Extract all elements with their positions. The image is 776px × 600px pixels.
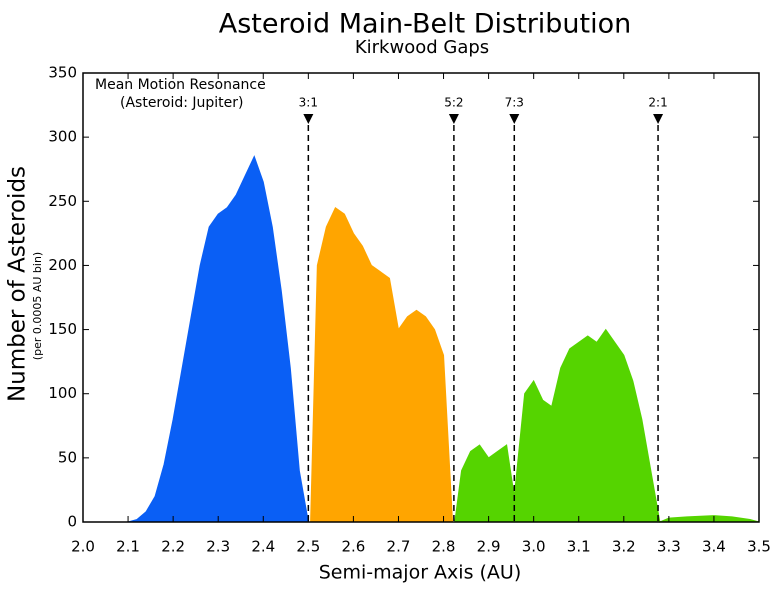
x-tick-label: 3.5 [747,538,771,556]
y-tick-label: 0 [67,513,77,531]
x-tick-label: 3.4 [702,538,726,556]
y-tick-label: 200 [48,256,77,274]
x-axis-label: Semi-major Axis (AU) [319,562,522,584]
y-axis-sublabel: (per 0.0005 AU bin) [31,252,44,360]
resonance-marker [653,114,664,124]
x-tick-label: 2.7 [387,538,411,556]
resonance-label: 7:3 [505,96,524,110]
x-tick-label: 3.0 [522,538,546,556]
chart-subtitle: Kirkwood Gaps [355,37,489,58]
area [454,328,760,523]
x-tick-label: 2.0 [71,538,95,556]
chart-title: Asteroid Main-Belt Distribution [219,9,632,40]
x-tick-label: 3.1 [567,538,591,556]
x-tick-label: 2.5 [296,538,320,556]
y-tick-label: 300 [48,128,77,146]
area [310,206,454,523]
annotation: (Asteroid: Jupiter) [120,95,244,111]
x-tick-label: 2.3 [206,538,230,556]
resonance-label: 5:2 [444,96,463,110]
annotation: Mean Motion Resonance [95,77,266,93]
resonance-marker [448,114,459,124]
x-tick-label: 3.3 [657,538,681,556]
x-tick-label: 2.8 [432,538,456,556]
x-tick-label: 3.2 [612,538,636,556]
resonance-label: 3:1 [299,96,318,110]
x-tick-label: 2.1 [116,538,140,556]
y-tick-label: 100 [48,384,77,402]
y-tick-label: 150 [48,320,77,338]
resonance-marker [509,114,520,124]
x-tick-label: 2.9 [477,538,501,556]
plot-frame [82,72,760,523]
x-tick-label: 2.6 [341,538,365,556]
x-tick-label: 2.4 [251,538,275,556]
y-tick-label: 350 [48,64,77,82]
resonance-label: 2:1 [648,96,667,110]
y-tick-label: 50 [58,448,77,466]
y-tick-label: 250 [48,192,77,210]
x-tick-label: 2.2 [161,538,185,556]
area [127,155,309,523]
resonance-marker [303,114,314,124]
y-axis-label: Number of Asteroids [5,166,31,402]
